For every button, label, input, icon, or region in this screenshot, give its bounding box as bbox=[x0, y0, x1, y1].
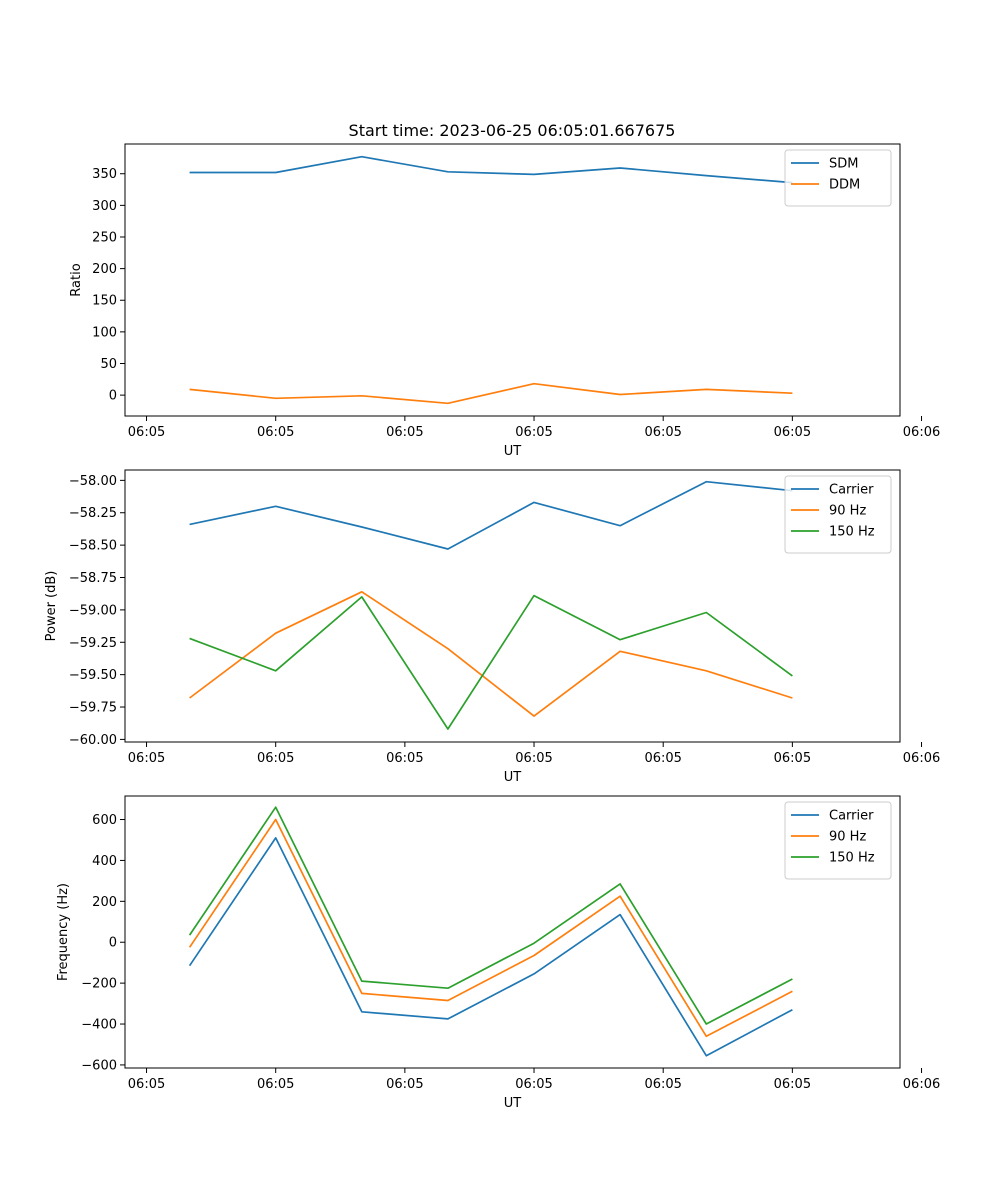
x-tick-label: 06:05 bbox=[386, 1077, 423, 1092]
y-tick-label: 0 bbox=[109, 936, 117, 951]
y-tick-label: 250 bbox=[92, 230, 117, 245]
series-line-90-hz bbox=[189, 590, 793, 717]
plot-frame bbox=[124, 469, 901, 743]
frequency-panel: 06:05 06:05 06:05 06:05 06:05 06:05 06:06 −600 −… bbox=[56, 795, 940, 1111]
x-tick-label: 06:05 bbox=[774, 425, 811, 440]
legend-label-90-hz: 90 Hz bbox=[829, 504, 866, 519]
legend-label-sdm: SDM bbox=[829, 157, 858, 172]
series-line-ddm bbox=[189, 382, 793, 405]
legend bbox=[784, 149, 892, 207]
y-tick-label: 50 bbox=[100, 357, 117, 372]
ratio-panel: 06:05 06:05 06:05 06:05 06:05 06:05 06:06 0 50 10… bbox=[69, 143, 940, 459]
legend bbox=[784, 801, 892, 880]
y-axis-label: Ratio bbox=[69, 263, 84, 296]
x-tick-label: 06:05 bbox=[257, 751, 294, 766]
x-axis-label: UT bbox=[504, 770, 522, 785]
series-line-150-hz bbox=[189, 594, 793, 730]
x-tick-label: 06:05 bbox=[386, 425, 423, 440]
legend-label-90-hz: 90 Hz bbox=[829, 830, 866, 845]
y-tick-label: −60.00 bbox=[69, 733, 117, 748]
series-line-carrier bbox=[189, 480, 793, 550]
plot-frame bbox=[124, 143, 901, 417]
y-axis-label: Power (dB) bbox=[44, 571, 59, 642]
y-tick-label: −58.00 bbox=[69, 474, 117, 489]
y-tick-label: 200 bbox=[92, 895, 117, 910]
power-panel: 06:05 06:05 06:05 06:05 06:05 06:05 06:06 −60.0… bbox=[44, 469, 940, 785]
series-line-carrier bbox=[188, 837, 793, 1057]
series-line-90-hz bbox=[188, 818, 793, 1038]
y-tick-label: −59.25 bbox=[69, 636, 117, 651]
y-tick-label: −59.00 bbox=[69, 603, 117, 618]
y-tick-label: −600 bbox=[81, 1058, 117, 1073]
chart-title: Start time: 2023-06-25 06:05:01.667675 bbox=[349, 121, 676, 140]
x-tick-label: 06:05 bbox=[774, 751, 811, 766]
legend-label-carrier: Carrier bbox=[829, 809, 874, 824]
legend bbox=[784, 475, 892, 554]
x-tick-label: 06:05 bbox=[128, 425, 165, 440]
y-tick-label: −58.25 bbox=[69, 506, 117, 521]
y-tick-label: −58.50 bbox=[69, 539, 117, 554]
x-tick-label: 06:05 bbox=[257, 1077, 294, 1092]
x-tick-label: 06:05 bbox=[644, 425, 681, 440]
y-tick-label: −400 bbox=[81, 1018, 117, 1033]
x-axis-label: UT bbox=[504, 444, 522, 459]
y-tick-label: −200 bbox=[81, 977, 117, 992]
series-line-150-hz bbox=[188, 806, 793, 1025]
x-tick-label: 06:06 bbox=[903, 751, 940, 766]
y-tick-label: 400 bbox=[92, 854, 117, 869]
x-tick-label: 06:05 bbox=[386, 751, 423, 766]
plot-frame bbox=[124, 795, 901, 1069]
x-tick-label: 06:06 bbox=[903, 1077, 940, 1092]
x-tick-label: 06:05 bbox=[644, 1077, 681, 1092]
y-axis-label: Frequency (Hz) bbox=[56, 883, 71, 981]
x-tick-label: 06:05 bbox=[128, 1077, 165, 1092]
legend-label-150-hz: 150 Hz bbox=[829, 851, 875, 866]
x-tick-label: 06:05 bbox=[257, 425, 294, 440]
y-tick-label: 600 bbox=[92, 813, 117, 828]
legend-label-150-hz: 150 Hz bbox=[829, 525, 875, 540]
y-tick-label: 150 bbox=[92, 294, 117, 309]
x-tick-label: 06:05 bbox=[515, 1077, 552, 1092]
y-tick-label: −59.50 bbox=[69, 668, 117, 683]
series-line-sdm bbox=[189, 155, 793, 184]
x-tick-label: 06:05 bbox=[128, 751, 165, 766]
x-tick-label: 06:05 bbox=[774, 1077, 811, 1092]
x-axis-label: UT bbox=[504, 1096, 522, 1111]
legend-label-ddm: DDM bbox=[829, 178, 860, 193]
y-tick-label: 0 bbox=[109, 389, 117, 404]
x-tick-label: 06:05 bbox=[515, 751, 552, 766]
x-tick-label: 06:05 bbox=[644, 751, 681, 766]
y-tick-label: 300 bbox=[92, 199, 117, 214]
legend-label-carrier: Carrier bbox=[829, 483, 874, 498]
y-tick-label: −58.75 bbox=[69, 571, 117, 586]
x-tick-label: 06:06 bbox=[903, 425, 940, 440]
y-tick-label: 100 bbox=[92, 325, 117, 340]
y-tick-label: 200 bbox=[92, 262, 117, 277]
y-tick-label: −59.75 bbox=[69, 701, 117, 716]
x-tick-label: 06:05 bbox=[515, 425, 552, 440]
y-tick-label: 350 bbox=[92, 167, 117, 182]
